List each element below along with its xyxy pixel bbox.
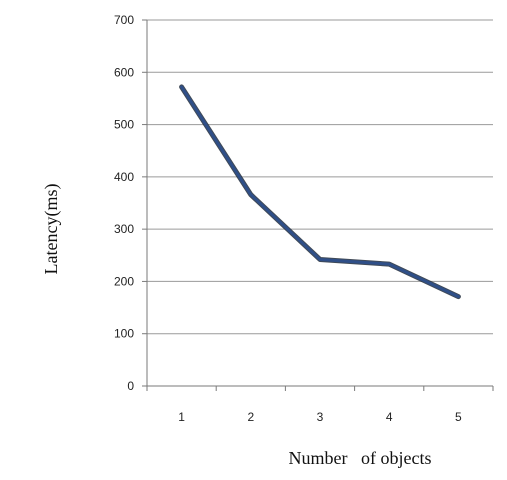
y-tick-label-400: 400 <box>114 170 134 184</box>
series-0-point-3 <box>318 258 322 261</box>
series-0-point-4 <box>387 262 391 266</box>
y-tick-label-700: 700 <box>114 13 134 27</box>
series-0-point-1 <box>180 85 184 89</box>
y-tick-label-200: 200 <box>114 274 134 288</box>
x-tick-label-2: 2 <box>247 410 254 424</box>
series-layer <box>179 84 461 300</box>
tick-layer: 0 100 200 300 400 500 600 700 1 2 3 4 5 <box>114 13 462 424</box>
y-axis-title: Latency(ms) <box>41 184 62 275</box>
x-tick-label-5: 5 <box>455 410 462 424</box>
y-tick-label-0: 0 <box>127 379 134 393</box>
x-axis-title: Number of objects <box>289 448 432 468</box>
y-tick-label-500: 500 <box>114 118 134 132</box>
x-tick-label-4: 4 <box>386 410 393 424</box>
y-tick-label-300: 300 <box>114 222 134 236</box>
y-tick-label-100: 100 <box>114 327 134 341</box>
y-tick-label-600: 600 <box>114 65 134 79</box>
x-tick-label-1: 1 <box>178 410 185 424</box>
series-0-line-shadow <box>179 84 461 300</box>
series-0-line <box>180 85 460 299</box>
series-0-point-5 <box>457 295 460 298</box>
axis-layer <box>142 19 494 391</box>
x-tick-label-3: 3 <box>317 410 324 424</box>
series-0-point-2 <box>249 193 253 197</box>
